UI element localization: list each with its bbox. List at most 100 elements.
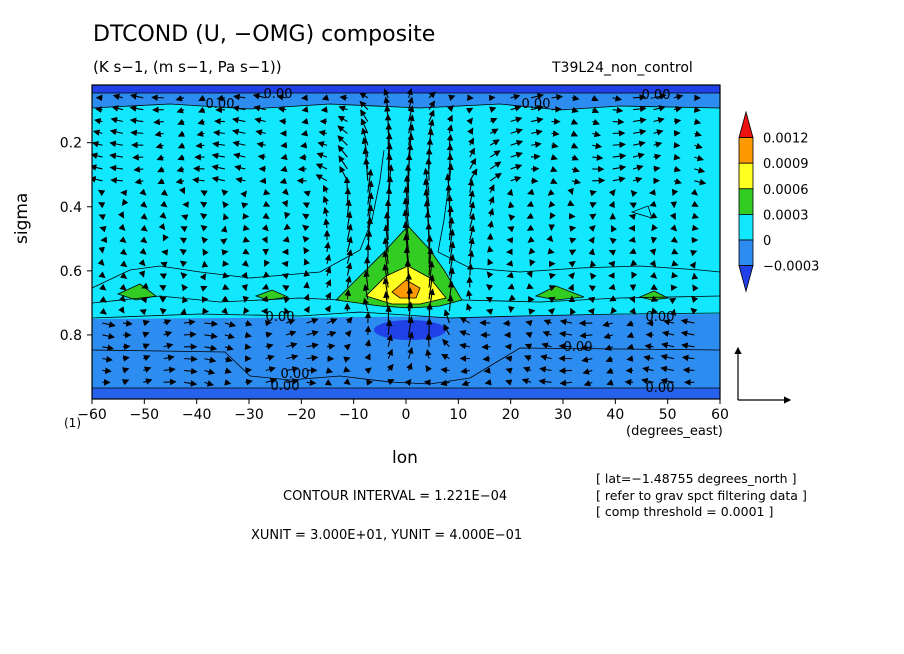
wind-vector bbox=[467, 249, 475, 264]
wind-vector bbox=[443, 309, 451, 324]
wind-vector bbox=[571, 94, 580, 102]
wind-vector bbox=[612, 95, 623, 102]
wind-vector bbox=[142, 343, 150, 350]
wind-vector bbox=[102, 332, 116, 340]
wind-vector bbox=[459, 330, 471, 337]
wind-vector bbox=[489, 150, 501, 158]
wind-vector bbox=[163, 354, 175, 362]
wind-vector bbox=[359, 100, 369, 111]
wind-vector bbox=[568, 249, 577, 256]
wind-vector bbox=[92, 152, 103, 159]
wind-vector bbox=[120, 260, 128, 268]
wind-vector bbox=[489, 161, 502, 170]
wind-vector bbox=[547, 189, 555, 196]
wind-vector bbox=[551, 130, 560, 137]
wind-vector bbox=[570, 130, 579, 137]
wind-vector bbox=[359, 92, 369, 99]
wind-vector bbox=[344, 330, 352, 338]
wind-vector bbox=[300, 141, 308, 149]
wind-vector bbox=[280, 153, 288, 161]
wind-vector bbox=[570, 142, 579, 149]
wind-vector bbox=[245, 378, 253, 386]
wind-vector bbox=[489, 128, 499, 135]
wind-vector bbox=[650, 212, 658, 219]
wind-vector bbox=[522, 366, 532, 373]
colorbar-label: 0.0012 bbox=[763, 132, 809, 147]
wind-vector bbox=[133, 166, 144, 173]
wind-vector bbox=[673, 118, 682, 125]
wind-vector bbox=[506, 271, 514, 279]
wind-vector bbox=[650, 283, 658, 291]
wind-vector bbox=[448, 94, 456, 102]
wind-vector bbox=[224, 367, 232, 374]
wind-vector bbox=[286, 354, 299, 361]
wind-vector bbox=[691, 200, 699, 207]
wind-vector bbox=[315, 174, 328, 182]
wind-vector bbox=[650, 307, 659, 314]
wind-vector bbox=[140, 236, 148, 244]
wind-vector bbox=[624, 378, 634, 386]
wind-vector bbox=[482, 355, 491, 363]
wind-vector bbox=[440, 366, 450, 374]
wind-vector bbox=[198, 106, 206, 113]
wind-vector bbox=[694, 130, 702, 137]
x-tick-label: 50 bbox=[659, 407, 677, 423]
wind-vector bbox=[525, 320, 533, 327]
wind-vector bbox=[102, 367, 112, 375]
colorbar-swatch bbox=[738, 137, 754, 164]
wind-vector bbox=[461, 379, 471, 387]
wind-vector bbox=[692, 284, 699, 292]
wind-vector bbox=[283, 223, 291, 231]
contour-label: 0.00 bbox=[271, 379, 300, 394]
wind-vector bbox=[649, 271, 658, 279]
wind-vector bbox=[569, 225, 577, 232]
wind-vector bbox=[680, 330, 695, 337]
wind-vector bbox=[583, 380, 593, 387]
wind-vector bbox=[673, 165, 682, 173]
wind-vector bbox=[179, 249, 187, 256]
wind-vector bbox=[487, 245, 494, 253]
wind-vector bbox=[428, 100, 436, 110]
wind-vector bbox=[510, 128, 523, 135]
wind-vector bbox=[630, 189, 638, 198]
wind-vector bbox=[163, 319, 172, 326]
wind-vector bbox=[487, 220, 494, 229]
wind-vector bbox=[406, 362, 413, 371]
wind-vector bbox=[224, 344, 234, 351]
wind-vector bbox=[488, 195, 495, 205]
wind-vector bbox=[690, 250, 698, 257]
wind-vector bbox=[252, 93, 266, 100]
wind-vector bbox=[303, 258, 310, 266]
wind-vector bbox=[653, 93, 667, 100]
wind-vector bbox=[546, 234, 554, 243]
wind-vector bbox=[591, 95, 599, 101]
wind-vector bbox=[571, 106, 579, 113]
wind-vector bbox=[282, 236, 290, 243]
wind-vector bbox=[527, 236, 535, 243]
wind-vector bbox=[283, 296, 291, 304]
wind-vector bbox=[306, 354, 319, 362]
wind-vector bbox=[222, 213, 230, 221]
wind-vector bbox=[592, 154, 604, 161]
wind-vector bbox=[446, 133, 454, 146]
wind-vector bbox=[548, 200, 556, 208]
wind-vector bbox=[338, 155, 348, 170]
wind-vector bbox=[224, 321, 237, 328]
wind-vector bbox=[608, 260, 616, 268]
wind-vector bbox=[571, 166, 580, 173]
wind-vector bbox=[200, 285, 208, 292]
wind-vector bbox=[669, 297, 677, 305]
wind-vector bbox=[222, 271, 230, 279]
wind-vector bbox=[386, 363, 394, 372]
wind-vector bbox=[633, 94, 647, 101]
wind-vector bbox=[241, 260, 249, 267]
wind-vector bbox=[632, 176, 643, 184]
wind-vector bbox=[339, 94, 348, 101]
wind-vector bbox=[506, 260, 514, 267]
wind-vector bbox=[337, 125, 348, 134]
wind-vector bbox=[364, 367, 372, 375]
fill-patch-west bbox=[116, 283, 157, 301]
wind-vector bbox=[486, 271, 494, 279]
wind-vector bbox=[525, 331, 533, 339]
